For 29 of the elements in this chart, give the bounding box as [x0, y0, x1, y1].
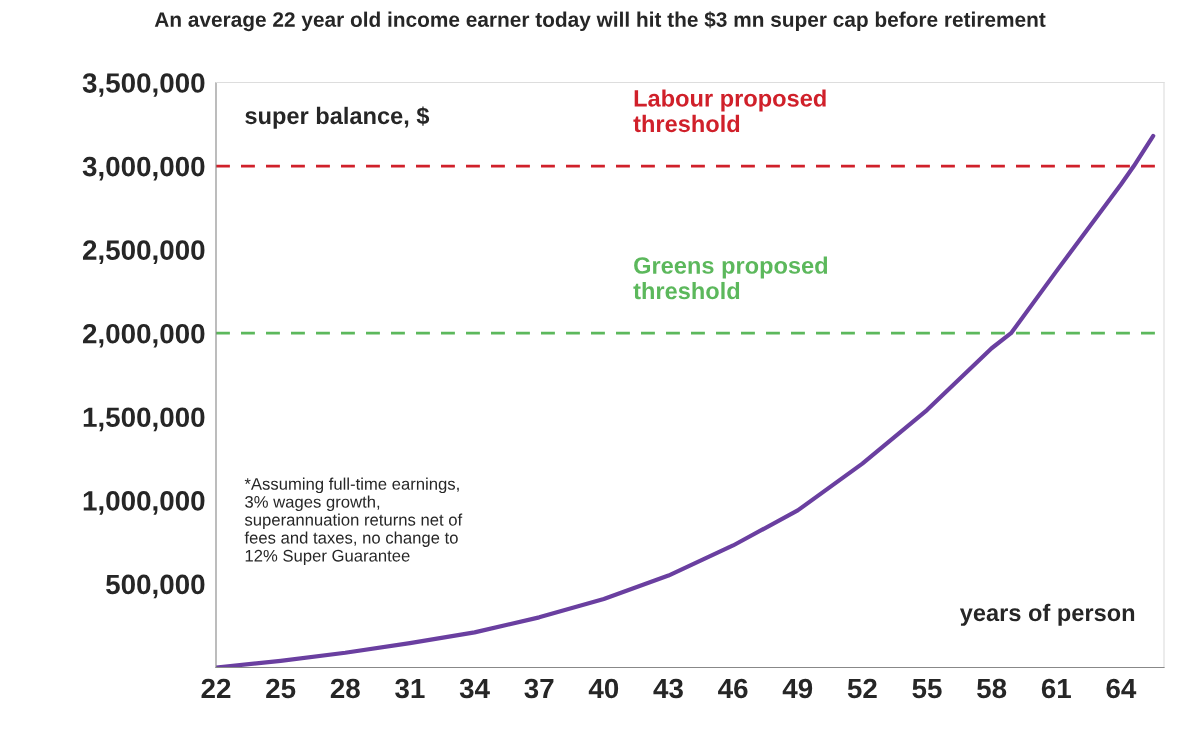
x-tick-label: 34	[459, 678, 490, 699]
y-tick-label: 1,500,000	[83, 407, 205, 432]
x-tick-label: 43	[653, 678, 683, 699]
x-tick-label: 28	[330, 678, 360, 699]
ref-line-label: Labour proposed threshold	[633, 89, 826, 133]
y-tick-label: 2,500,000	[82, 240, 205, 265]
x-tick-label: 64	[1106, 678, 1137, 699]
x-tick-label: 22	[201, 678, 231, 699]
y-tick-label: 2,000,000	[82, 323, 205, 348]
x-tick-label: 25	[266, 678, 296, 699]
annotation: *Assuming full-time earnings, 3% wages growth, superannuation returns net of fees and taxes, no change to 12% Super Guarantee	[244, 477, 463, 565]
x-tick-label: 55	[912, 678, 942, 699]
line-series	[216, 133, 1156, 668]
chart-title: An average 22 year old income earner today will hit the $3 mn super cap before retirement	[154, 11, 1046, 32]
y-tick-label: 500,000	[106, 574, 205, 599]
ref-line-label: Greens proposed threshold	[633, 256, 828, 300]
x-tick-label: 40	[588, 678, 619, 699]
y-axis-title: super balance, $	[245, 106, 430, 129]
x-tick-label: 46	[718, 678, 748, 699]
x-tick-label: 58	[977, 678, 1007, 699]
y-tick-label: 3,000,000	[82, 156, 205, 181]
x-tick-label: 31	[395, 678, 425, 699]
y-tick-label: 3,500,000	[82, 73, 205, 97]
y-tick-label: 1,000,000	[83, 491, 205, 515]
x-tick-label: 61	[1041, 678, 1071, 699]
x-tick-label: 49	[782, 678, 813, 699]
x-axis-title: years of person	[959, 603, 1135, 626]
x-tick-label: 52	[847, 678, 877, 699]
x-tick-label: 37	[524, 678, 554, 699]
